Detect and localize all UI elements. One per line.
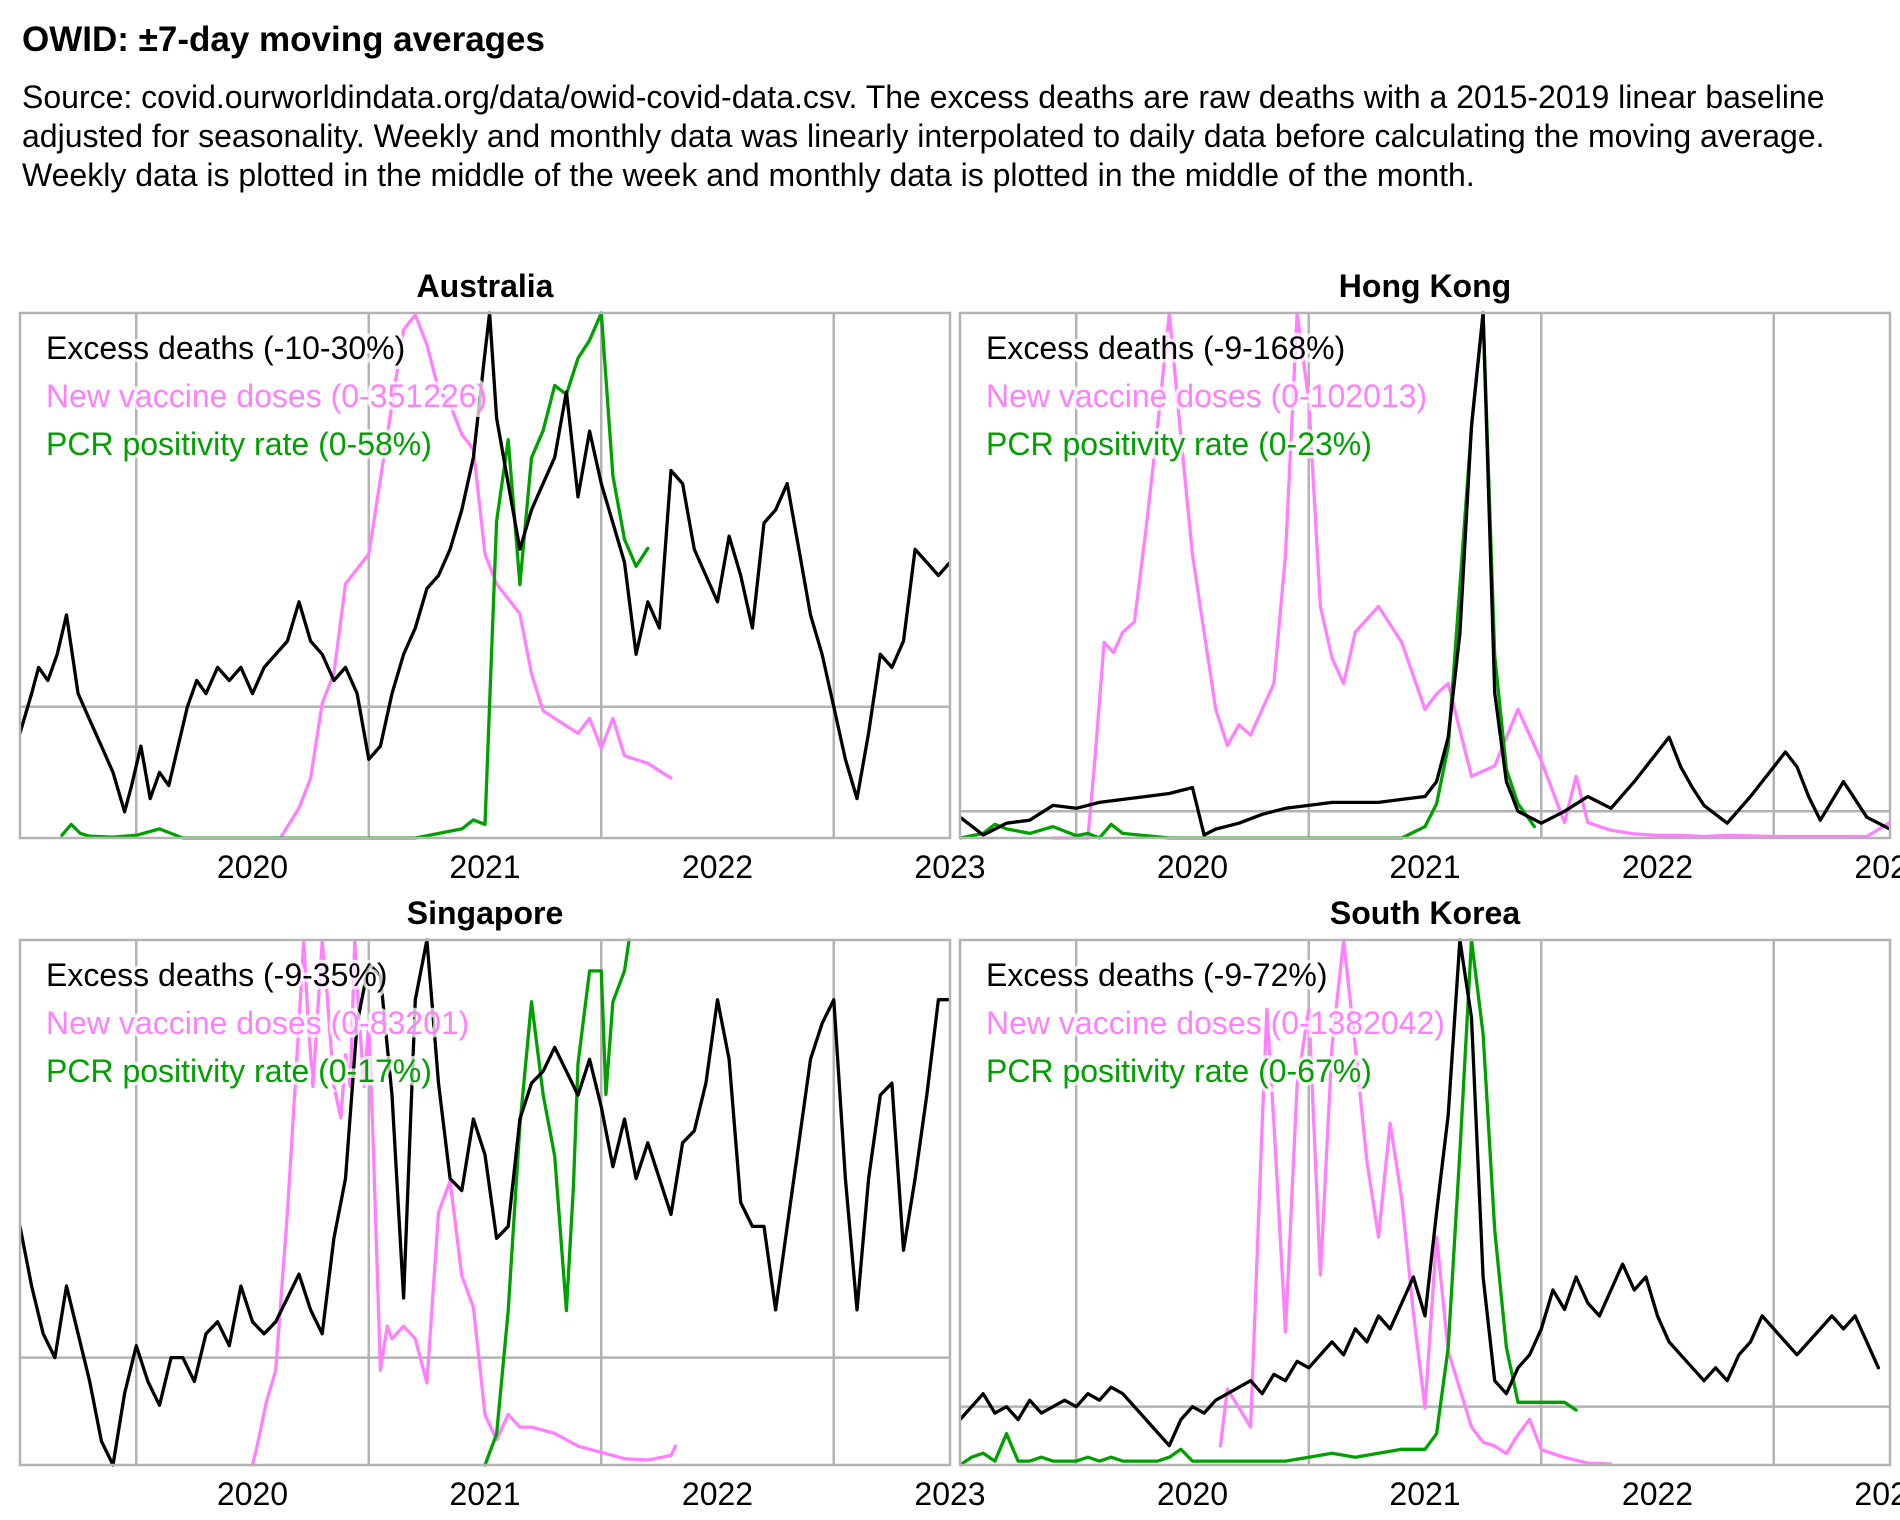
legend-entry-australia-excess-deaths: Excess deaths (-10-30%) xyxy=(46,330,405,366)
series-line-hong-kong-new-vaccine-doses xyxy=(1051,311,1890,840)
panel-title-hong-kong: Hong Kong xyxy=(1339,268,1511,304)
x-tick-label-singapore-2023: 2023 xyxy=(914,1476,985,1512)
legend-entry-south-korea-excess-deaths: Excess deaths (-9-72%) xyxy=(986,957,1327,993)
series-line-singapore-pcr-positivity-rate xyxy=(483,938,631,1467)
x-tick-label-hong-kong-2021: 2021 xyxy=(1389,849,1460,885)
panel-singapore: Singapore 2020 2021 2022 2023 Excess deaths (… xyxy=(18,895,986,1512)
x-tick-label-australia-2020: 2020 xyxy=(217,849,288,885)
series-line-singapore-new-vaccine-doses xyxy=(250,939,678,1467)
x-tick-label-singapore-2022: 2022 xyxy=(682,1476,753,1512)
x-tick-label-south-korea-2023: 2023 xyxy=(1854,1476,1900,1512)
x-tick-label-south-korea-2021: 2021 xyxy=(1389,1476,1460,1512)
x-tick-label-south-korea-2022: 2022 xyxy=(1622,1476,1693,1512)
x-tick-label-australia-2022: 2022 xyxy=(682,849,753,885)
panel-south-korea: South Korea 2020 2021 2022 2023 Excess deaths… xyxy=(958,895,1900,1512)
legend-entry-australia-new-vaccine-doses: New vaccine doses (0-351226) xyxy=(46,378,487,414)
legend-entry-singapore-pcr-positivity-rate: PCR positivity rate (0-17%) xyxy=(46,1053,432,1089)
x-tick-label-hong-kong-2020: 2020 xyxy=(1157,849,1228,885)
legend-entry-hong-kong-new-vaccine-doses: New vaccine doses (0-102013) xyxy=(986,378,1427,414)
panel-title-south-korea: South Korea xyxy=(1330,895,1520,931)
series-line-australia-pcr-positivity-rate xyxy=(60,311,650,840)
plot-frame-south-korea xyxy=(958,938,1892,1467)
panel-title-australia: Australia xyxy=(417,268,554,304)
x-tick-label-singapore-2020: 2020 xyxy=(217,1476,288,1512)
chart-title: OWID: ±7-day moving averages xyxy=(22,20,545,59)
plot-frame-australia xyxy=(18,311,952,840)
x-tick-label-australia-2023: 2023 xyxy=(914,849,985,885)
x-tick-label-australia-2021: 2021 xyxy=(449,849,520,885)
x-tick-label-south-korea-2020: 2020 xyxy=(1157,1476,1228,1512)
legend-entry-hong-kong-excess-deaths: Excess deaths (-9-168%) xyxy=(986,330,1345,366)
x-tick-label-singapore-2021: 2021 xyxy=(449,1476,520,1512)
chart-subtitle: Source: covid.ourworldindata.org/data/ow… xyxy=(22,79,1825,193)
legend-entry-australia-pcr-positivity-rate: PCR positivity rate (0-58%) xyxy=(46,426,432,462)
x-tick-label-hong-kong-2022: 2022 xyxy=(1622,849,1693,885)
legend-entry-hong-kong-pcr-positivity-rate: PCR positivity rate (0-23%) xyxy=(986,426,1372,462)
panel-australia: Australia 2020 2021 2022 2023 Excess deaths (… xyxy=(18,268,986,885)
legend-entry-singapore-new-vaccine-doses: New vaccine doses (0-83201) xyxy=(46,1005,469,1041)
series-line-australia-excess-deaths xyxy=(20,311,950,814)
series-line-south-korea-pcr-positivity-rate xyxy=(960,938,1578,1467)
series-line-south-korea-new-vaccine-doses xyxy=(1218,938,1613,1466)
panel-title-singapore: Singapore xyxy=(407,895,563,931)
plot-frame-singapore xyxy=(18,938,952,1467)
legend-entry-singapore-excess-deaths: Excess deaths (-9-35%) xyxy=(46,957,387,993)
series-line-south-korea-excess-deaths xyxy=(960,938,1881,1448)
legend-entry-south-korea-new-vaccine-doses: New vaccine doses (0-1382042) xyxy=(986,1005,1445,1041)
panel-hong-kong: Hong Kong 2020 2021 2022 2023 Excess deaths (… xyxy=(958,268,1900,885)
series-line-singapore-excess-deaths xyxy=(20,938,950,1467)
series-line-australia-new-vaccine-doses xyxy=(278,313,673,840)
series-line-hong-kong-excess-deaths xyxy=(960,311,1890,837)
legend-entry-south-korea-pcr-positivity-rate: PCR positivity rate (0-67%) xyxy=(986,1053,1372,1089)
plot-frame-hong-kong xyxy=(958,311,1892,840)
x-tick-label-hong-kong-2023: 2023 xyxy=(1854,849,1900,885)
